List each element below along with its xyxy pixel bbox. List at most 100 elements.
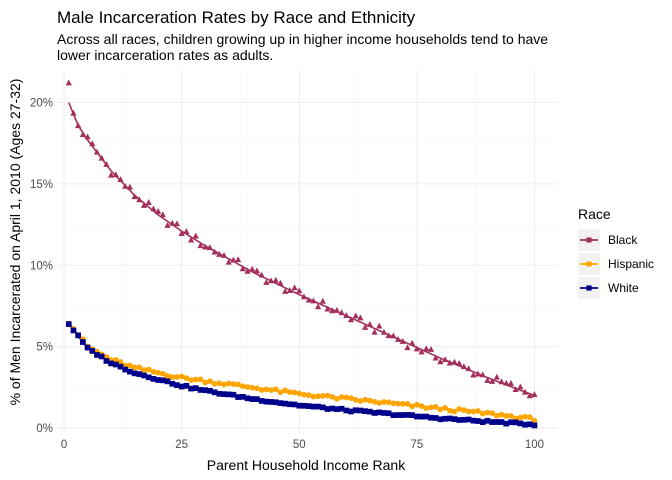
data-point-white bbox=[319, 404, 326, 411]
data-point-black bbox=[140, 201, 148, 208]
data-point-white bbox=[136, 371, 143, 377]
y-tick-label: 10% bbox=[30, 260, 53, 272]
data-point-black bbox=[291, 284, 298, 291]
data-point-black bbox=[150, 205, 157, 212]
plot-grid bbox=[57, 70, 558, 433]
data-point-white bbox=[164, 378, 171, 385]
data-point-hispanic bbox=[263, 386, 270, 393]
data-point-white bbox=[442, 415, 448, 422]
data-point-black bbox=[173, 220, 181, 227]
data-point-black bbox=[282, 287, 289, 294]
data-point-black bbox=[432, 354, 439, 361]
legend-key-marker bbox=[586, 237, 592, 243]
y-tick-label: 15% bbox=[30, 179, 53, 191]
data-point-black bbox=[164, 221, 171, 228]
data-point-white bbox=[103, 358, 110, 364]
x-tick-label: 50 bbox=[293, 439, 306, 451]
data-point-black bbox=[244, 267, 251, 274]
data-point-hispanic bbox=[470, 408, 477, 415]
data-point-white bbox=[89, 348, 96, 354]
y-tick-label: 5% bbox=[36, 342, 53, 354]
data-point-black bbox=[145, 199, 152, 205]
data-point-hispanic bbox=[117, 359, 124, 365]
data-point-black bbox=[465, 365, 472, 372]
data-point-hispanic bbox=[329, 394, 336, 400]
data-point-hispanic bbox=[362, 396, 368, 403]
data-point-white bbox=[493, 419, 500, 425]
data-point-hispanic bbox=[456, 406, 463, 412]
data-point-hispanic bbox=[352, 396, 359, 403]
data-point-white bbox=[296, 402, 303, 409]
data-point-white bbox=[381, 410, 387, 416]
data-point-hispanic bbox=[296, 390, 303, 397]
data-point-hispanic bbox=[216, 380, 223, 387]
data-point-white bbox=[122, 366, 129, 373]
data-point-black bbox=[103, 160, 110, 167]
x-tick-label: 25 bbox=[175, 439, 188, 451]
data-point-hispanic bbox=[272, 386, 279, 393]
data-point-black bbox=[183, 228, 190, 234]
data-point-black bbox=[352, 312, 359, 319]
data-point-white bbox=[94, 352, 100, 358]
data-point-black bbox=[399, 337, 406, 344]
data-point-black bbox=[324, 305, 331, 312]
data-point-hispanic bbox=[517, 414, 524, 421]
data-point-white bbox=[291, 401, 298, 408]
data-point-black bbox=[423, 345, 430, 352]
data-point-black bbox=[272, 276, 279, 283]
data-point-black bbox=[385, 332, 392, 339]
data-point-white bbox=[376, 409, 383, 416]
data-point-white bbox=[310, 403, 317, 410]
data-point-hispanic bbox=[385, 399, 392, 406]
legend-item-hispanic: Hispanic bbox=[578, 253, 654, 275]
data-point-white bbox=[127, 368, 133, 375]
data-point-black bbox=[187, 236, 195, 243]
data-point-white bbox=[188, 385, 194, 392]
data-point-white bbox=[531, 422, 538, 429]
data-point-white bbox=[423, 413, 430, 420]
data-point-black bbox=[277, 279, 284, 286]
data-point-black bbox=[507, 379, 515, 386]
data-point-hispanic bbox=[334, 395, 340, 402]
data-point-black bbox=[366, 320, 373, 327]
y-tick-label: 20% bbox=[30, 98, 53, 110]
data-point-hispanic bbox=[169, 374, 176, 380]
data-point-white bbox=[437, 416, 444, 423]
data-point-hispanic bbox=[287, 389, 293, 395]
data-point-black bbox=[470, 371, 477, 378]
data-point-hispanic bbox=[202, 379, 209, 386]
data-point-white bbox=[428, 414, 434, 421]
data-point-black bbox=[230, 256, 237, 263]
data-point-white bbox=[145, 374, 152, 381]
data-point-black bbox=[267, 277, 275, 284]
data-point-black bbox=[253, 267, 261, 274]
data-point-white bbox=[517, 420, 524, 427]
data-point-black bbox=[357, 314, 364, 321]
data-point-white bbox=[484, 417, 491, 424]
data-point-hispanic bbox=[230, 381, 237, 387]
data-point-black bbox=[531, 391, 538, 398]
data-point-black bbox=[338, 309, 345, 316]
data-point-white bbox=[451, 416, 458, 422]
data-point-white bbox=[395, 412, 401, 418]
legend-label: Hispanic bbox=[608, 257, 654, 271]
data-point-white bbox=[272, 399, 279, 406]
x-tick-label: 100 bbox=[525, 439, 544, 451]
data-point-hispanic bbox=[225, 380, 232, 387]
data-point-black bbox=[503, 379, 510, 386]
data-point-white bbox=[117, 363, 124, 370]
data-point-hispanic bbox=[404, 400, 411, 407]
data-point-black bbox=[98, 154, 105, 161]
data-point-black bbox=[300, 293, 308, 300]
data-point-black bbox=[89, 140, 96, 147]
data-point-hispanic bbox=[348, 395, 354, 401]
data-point-hispanic bbox=[442, 405, 448, 411]
data-point-black bbox=[216, 250, 223, 257]
data-point-hispanic bbox=[409, 403, 416, 410]
data-point-hispanic bbox=[282, 387, 289, 394]
data-point-white bbox=[352, 407, 359, 414]
data-point-hispanic bbox=[414, 401, 420, 408]
data-point-black bbox=[305, 296, 312, 303]
data-point-black bbox=[362, 323, 369, 330]
data-point-white bbox=[65, 321, 72, 327]
